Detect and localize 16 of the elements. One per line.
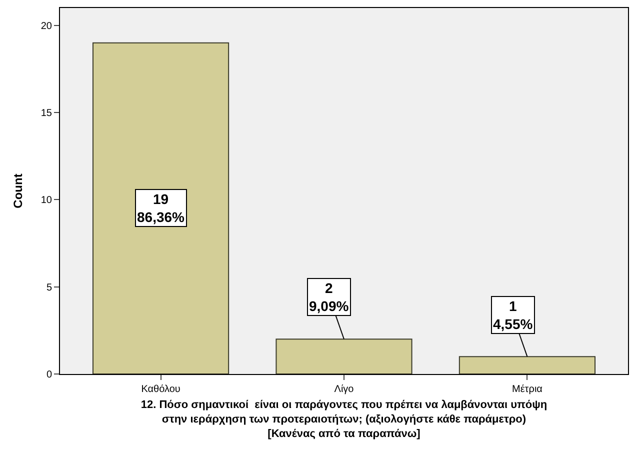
x-axis-title: 12. Πόσο σημαντικοί είναι οι παράγοντες που πρέπει να λαμβάνονται υπόψη στην ιεράρχηση των προτεραιοτήτων; (αξιολογήστε κάθε παράμετρο) [Κανένας από τα παραπάνω] xyxy=(140,399,548,440)
data-label: 2 9,09% xyxy=(309,280,350,314)
y-tick-label: 15 xyxy=(40,108,52,120)
bar xyxy=(276,338,412,374)
x-tick-label: Λίγο xyxy=(334,384,354,395)
data-label: 19 86,36% xyxy=(137,191,186,226)
y-tick-label: 5 xyxy=(46,282,52,294)
bar xyxy=(458,356,596,374)
bar xyxy=(92,42,230,374)
x-tick-label: Μέτρια xyxy=(512,384,543,395)
y-tick-label: 20 xyxy=(40,20,52,32)
y-axis-title: Count xyxy=(11,174,26,208)
y-tick-label: 10 xyxy=(40,195,52,206)
x-tick-label: Καθόλου xyxy=(141,384,180,395)
y-tick-label: 0 xyxy=(46,370,52,380)
data-label: 1 4,55% xyxy=(493,298,534,332)
